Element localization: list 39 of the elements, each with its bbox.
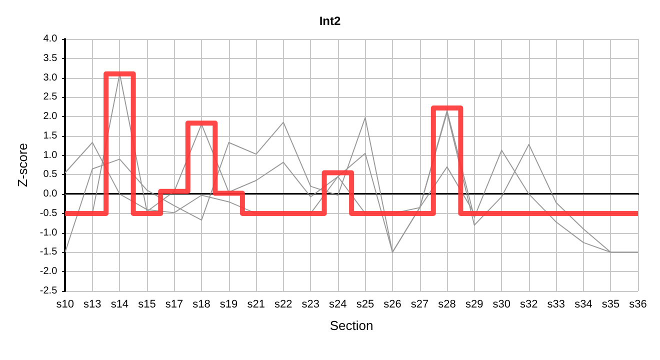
x-tick-label: s23 — [302, 298, 320, 310]
x-tick-label: s27 — [410, 298, 429, 310]
y-tick-label: 1.5 — [43, 130, 58, 142]
x-tick-label: s36 — [629, 298, 647, 310]
x-tick-label: s18 — [192, 298, 210, 310]
x-tick-label: s10 — [56, 298, 74, 310]
y-tick-label: -2.5 — [40, 286, 58, 296]
x-tick-label: s14 — [110, 298, 129, 310]
x-tick-label: s26 — [384, 298, 402, 310]
x-tick-label: s32 — [520, 298, 538, 310]
x-tick-label: s15 — [138, 298, 156, 310]
x-tick-label: s17 — [165, 298, 184, 310]
y-tick-label: -0.5 — [40, 208, 58, 219]
x-axis-title: Section — [330, 318, 374, 333]
x-tick-label: s34 — [574, 298, 592, 310]
y-tick-label: 0.5 — [43, 169, 58, 180]
x-tick-label: s13 — [84, 298, 102, 310]
y-tick-label: 1.0 — [43, 150, 58, 161]
y-tick-label: -1.0 — [40, 227, 58, 238]
y-tick-label: 4.0 — [43, 34, 58, 44]
y-tick-label: 0.0 — [43, 188, 58, 200]
x-tick-label: s33 — [547, 298, 566, 310]
y-tick-label: 3.5 — [43, 52, 58, 64]
x-tick-label: s28 — [438, 298, 456, 310]
y-tick-label: 3.0 — [43, 72, 58, 84]
y-tick-label: -1.5 — [40, 246, 58, 258]
x-tick-label: s35 — [602, 298, 620, 310]
x-tick-label: s30 — [492, 298, 510, 310]
y-tick-label: 2.0 — [43, 111, 58, 122]
y-axis-title: Z-score — [15, 142, 30, 188]
x-tick-label: s19 — [220, 298, 238, 310]
x-tick-label: s22 — [274, 298, 292, 310]
y-tick-label: 2.5 — [43, 92, 58, 103]
x-tick-label: s24 — [329, 298, 347, 310]
x-tick-label: s25 — [356, 298, 374, 310]
chart-title: Int2 — [319, 14, 341, 28]
x-tick-label: s29 — [465, 298, 484, 310]
x-tick-label: s21 — [247, 298, 265, 310]
y-tick-label: -2.0 — [40, 266, 58, 278]
